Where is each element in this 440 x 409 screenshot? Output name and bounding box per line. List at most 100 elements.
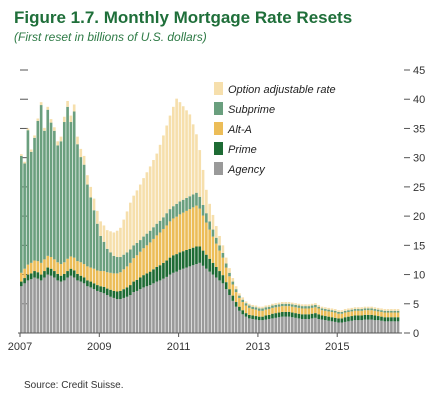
bar-segment-agency [380,320,383,333]
bar-segment-alt-a [135,255,139,280]
bar-segment-agency [158,280,162,333]
bar-segment-subprime [277,304,281,307]
bar-segment-option-adjustable-rate [122,219,126,255]
bar-segment-alt-a [310,307,314,314]
bar-segment-prime [175,254,178,272]
bar-segment-option-adjustable-rate [241,297,245,300]
bar-segment-subprime [142,236,145,249]
bar-segment-alt-a [125,266,129,288]
bar-segment-subprime [396,310,400,313]
legend-label: Prime [228,144,257,156]
bar-segment-subprime [231,281,235,285]
bar-segment-agency [72,277,76,333]
bar-segment-agency [76,280,79,333]
bar-segment-alt-a [373,310,377,316]
bar-segment-prime [224,282,228,290]
bar-segment-alt-a [122,269,126,290]
bar-segment-option-adjustable-rate [347,308,350,311]
bar-segment-alt-a [92,268,96,284]
bar-segment-prime [76,273,79,281]
bar-segment-prime [49,268,53,276]
bar-segment-prime [248,314,251,319]
bar-segment-agency [89,287,93,333]
bar-segment-subprime [244,303,248,306]
bar-segment-alt-a [148,242,152,272]
bar-segment-alt-a [290,306,294,313]
bar-segment-option-adjustable-rate [343,309,347,311]
bar-segment-agency [26,280,30,333]
bar-segment-option-adjustable-rate [96,210,99,224]
bar-segment-option-adjustable-rate [214,226,218,238]
bar-segment-alt-a [228,276,231,290]
bar-segment-subprime [86,184,89,267]
bar-segment-agency [46,274,50,333]
bar-segment-prime [211,262,215,275]
bar-segment-subprime [327,309,330,312]
bar-segment-prime [333,317,337,322]
bar-segment-prime [261,316,264,321]
bar-segment-subprime [304,306,307,309]
y-tick-label: 25 [413,182,425,194]
y-tick-label: 40 [413,94,425,106]
bar-segment-prime [244,313,248,317]
bar-segment-alt-a [112,273,116,291]
bar-segment-alt-a [86,266,89,281]
bar-segment-alt-a [142,248,145,276]
bar-segment-prime [337,318,340,323]
bar-segment-agency [234,306,238,333]
bar-segment-alt-a [248,307,251,315]
bar-segment-option-adjustable-rate [39,102,43,106]
bar-segment-subprime [343,310,347,313]
bar-segment-alt-a [304,308,307,315]
bar-segment-option-adjustable-rate [56,141,59,146]
bar-segment-agency [92,289,96,333]
bar-segment-subprime [234,289,238,293]
bar-segment-prime [132,281,135,293]
bar-segment-agency [99,292,102,333]
bar-segment-prime [135,279,139,291]
bar-segment-agency [43,277,46,333]
bar-segment-subprime [165,213,169,226]
x-tick-label: 2007 [8,341,32,353]
bar-segment-alt-a [162,228,165,263]
bar-segment-option-adjustable-rate [386,309,390,311]
bar-segment-alt-a [29,262,33,274]
bar-segment-alt-a [317,308,321,315]
bar-segment-option-adjustable-rate [142,178,145,237]
bar-segment-alt-a [244,305,248,314]
bar-segment-agency [205,268,208,333]
bar-segment-agency [56,280,59,333]
bar-segment-subprime [172,206,175,219]
legend-label: Option adjustable rate [228,84,336,96]
bar-segment-option-adjustable-rate [23,161,26,164]
bar-segment-prime [115,291,119,300]
bar-segment-prime [287,311,291,317]
bar-segment-alt-a [129,262,132,286]
bar-segment-prime [251,315,254,319]
bar-segment-prime [310,313,314,319]
bar-segment-subprime [357,309,360,311]
bar-segment-agency [125,296,129,333]
bar-segment-prime [241,310,245,315]
bar-segment-alt-a [69,256,73,269]
bar-segment-agency [218,280,221,333]
bar-segment-option-adjustable-rate [201,169,205,206]
bar-segment-alt-a [390,312,393,318]
bar-segment-alt-a [76,261,79,274]
bar-segment-prime [43,271,46,278]
bar-segment-prime [69,268,73,276]
bar-segment-subprime [138,240,142,252]
bar-segment-option-adjustable-rate [208,203,211,222]
bar-segment-alt-a [59,264,63,276]
bar-segment-alt-a [109,272,112,290]
bar-segment-option-adjustable-rate [178,102,182,202]
bar-segment-prime [350,316,354,321]
bar-segment-alt-a [96,270,99,286]
x-tick-label: 2013 [246,341,270,353]
bar-segment-subprime [33,137,36,261]
bar-segment-alt-a [155,235,159,267]
bar-segment-agency [221,283,225,333]
bar-segment-alt-a [79,262,83,276]
right-axis: 0 5 10 15 20 25 30 35 40 45 [404,65,425,340]
bar-segment-alt-a [294,307,297,314]
